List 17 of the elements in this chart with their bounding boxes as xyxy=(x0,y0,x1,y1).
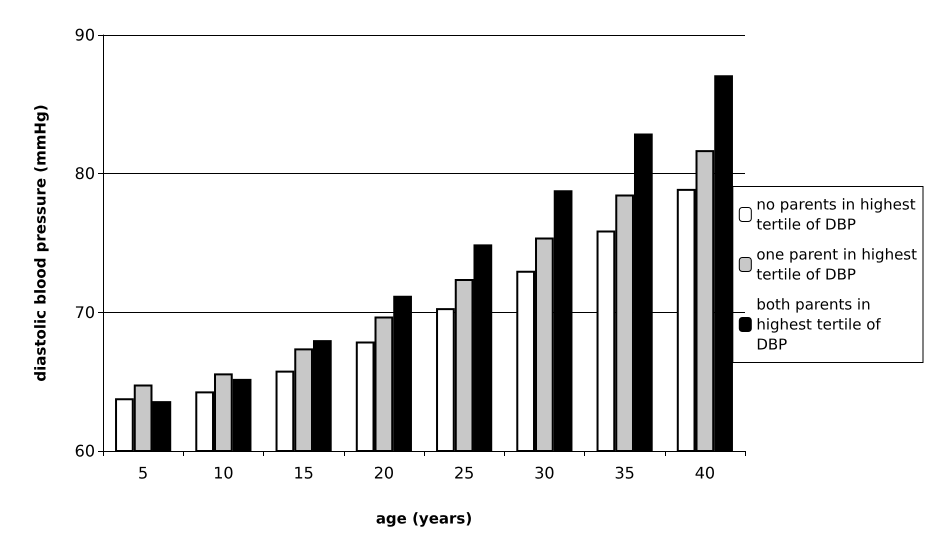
x-tick-label: 25 xyxy=(454,464,474,482)
y-tick-label: 60 xyxy=(74,442,95,460)
x-tick-label: 10 xyxy=(213,464,234,482)
legend-label: both parents in highest tertile of DBP xyxy=(756,296,882,354)
legend-label: one parent in highest tertile of DBP xyxy=(756,246,918,284)
y-tick-label: 70 xyxy=(74,302,95,322)
x-tick-label: 5 xyxy=(138,464,148,482)
y-tick-label: 80 xyxy=(74,164,95,184)
x-tick-label: 30 xyxy=(534,464,555,482)
x-tick-label: 15 xyxy=(293,464,314,482)
x-axis-title: age (years) xyxy=(376,510,472,528)
x-tick-label: 20 xyxy=(374,464,394,482)
y-tick-label: 90 xyxy=(74,26,95,44)
x-tick-label: 35 xyxy=(614,464,635,482)
legend-label: no parents in highest tertile of DBP xyxy=(756,196,916,234)
x-tick-label: 40 xyxy=(694,464,716,482)
y-axis-title: diastolic blood pressure (mmHg) xyxy=(32,104,50,382)
